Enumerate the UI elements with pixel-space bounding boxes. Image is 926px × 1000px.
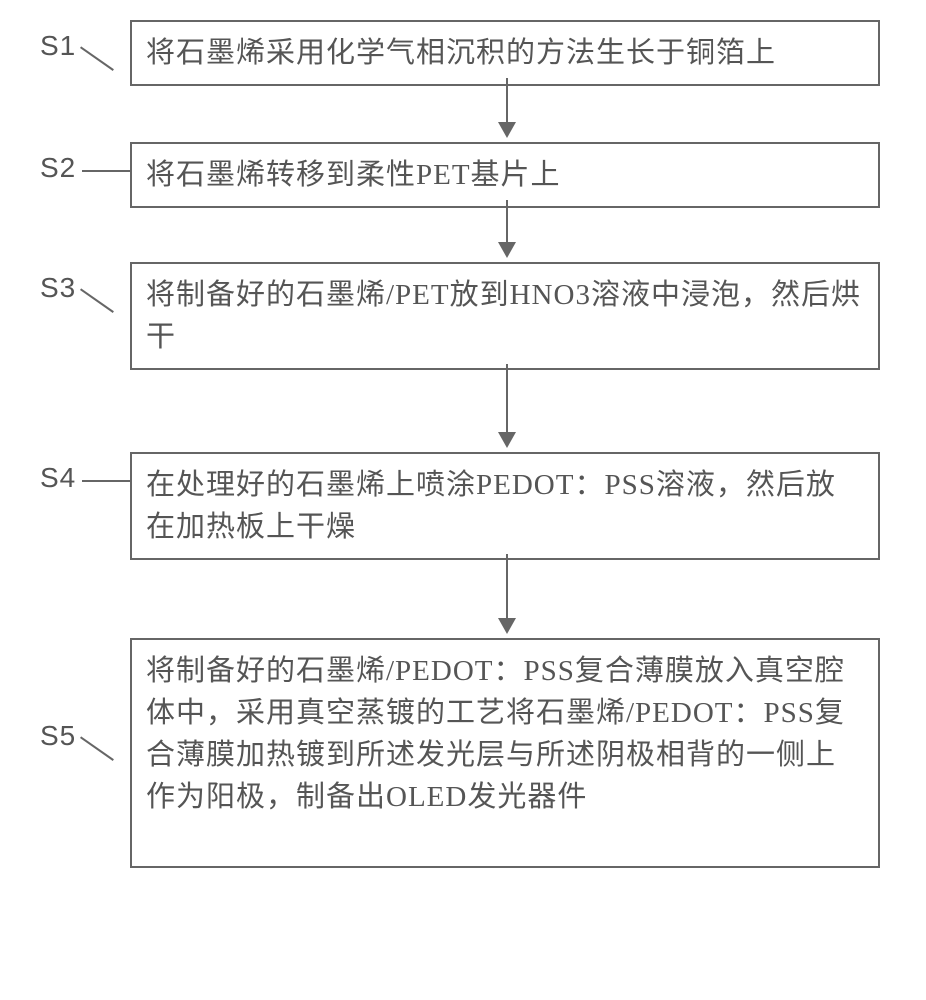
arrow-s2-s3 — [498, 200, 516, 258]
step-box-s5: 将制备好的石墨烯/PEDOT：PSS复合薄膜放入真空腔体中，采用真空蒸镀的工艺将… — [130, 638, 880, 868]
arrow-s3-s4 — [498, 364, 516, 448]
leader-s3 — [80, 288, 114, 313]
arrow-s4-s5 — [498, 554, 516, 634]
step-label-s3: S3 — [40, 272, 76, 304]
arrow-head-icon — [498, 618, 516, 634]
arrow-head-icon — [498, 122, 516, 138]
step-text-s3: 将制备好的石墨烯/PET放到HNO3溶液中浸泡，然后烘干 — [146, 279, 861, 353]
step-box-s1: 将石墨烯采用化学气相沉积的方法生长于铜箔上 — [130, 20, 880, 86]
arrow-head-icon — [498, 242, 516, 258]
step-label-s5: S5 — [40, 720, 76, 752]
step-text-s1: 将石墨烯采用化学气相沉积的方法生长于铜箔上 — [146, 37, 776, 69]
step-label-s1: S1 — [40, 30, 76, 62]
flowchart-canvas: S1 将石墨烯采用化学气相沉积的方法生长于铜箔上 S2 将石墨烯转移到柔性PET… — [0, 0, 926, 1000]
leader-s4 — [82, 480, 130, 482]
arrow-line — [506, 554, 508, 618]
arrow-s1-s2 — [498, 78, 516, 138]
arrow-line — [506, 78, 508, 122]
step-box-s3: 将制备好的石墨烯/PET放到HNO3溶液中浸泡，然后烘干 — [130, 262, 880, 370]
step-box-s4: 在处理好的石墨烯上喷涂PEDOT：PSS溶液，然后放在加热板上干燥 — [130, 452, 880, 560]
step-text-s4: 在处理好的石墨烯上喷涂PEDOT：PSS溶液，然后放在加热板上干燥 — [146, 469, 836, 543]
leader-s1 — [80, 46, 114, 71]
arrow-line — [506, 200, 508, 242]
step-text-s5: 将制备好的石墨烯/PEDOT：PSS复合薄膜放入真空腔体中，采用真空蒸镀的工艺将… — [146, 655, 845, 813]
step-text-s2: 将石墨烯转移到柔性PET基片上 — [146, 159, 561, 191]
step-box-s2: 将石墨烯转移到柔性PET基片上 — [130, 142, 880, 208]
step-label-s2: S2 — [40, 152, 76, 184]
step-label-s4: S4 — [40, 462, 76, 494]
leader-s5 — [80, 736, 114, 761]
arrow-head-icon — [498, 432, 516, 448]
leader-s2 — [82, 170, 130, 172]
arrow-line — [506, 364, 508, 432]
